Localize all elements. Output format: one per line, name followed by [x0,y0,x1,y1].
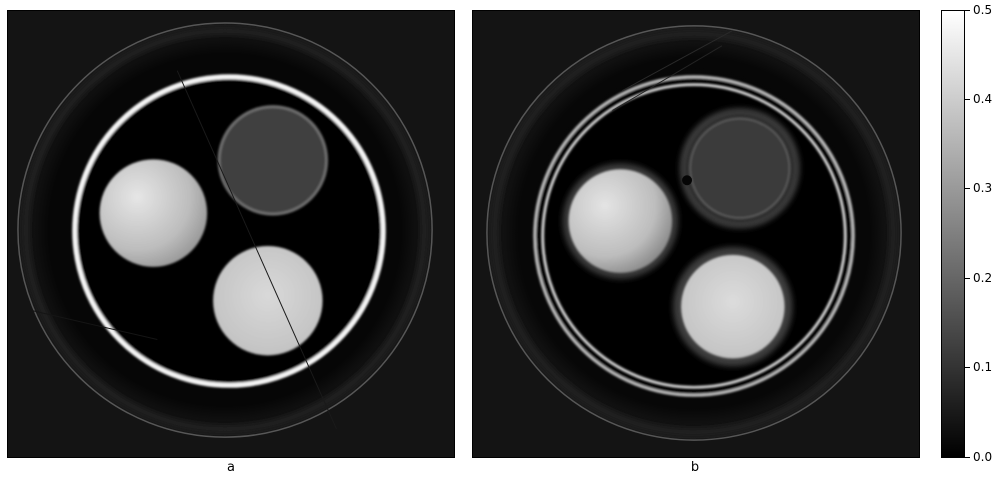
colorbar-tick [965,367,970,368]
colorbar-tick-label: 0.5 [973,4,992,16]
ct-image-panel-b [472,10,920,458]
panel-a-caption: a [211,460,251,475]
colorbar-tick-label: 0.0 [973,451,992,463]
colorbar [941,10,965,458]
colorbar-tick [965,99,970,100]
colorbar-tick [965,457,970,458]
ct-image-b [473,11,919,457]
colorbar-tick-label: 0.4 [973,93,992,105]
colorbar-tick-label: 0.1 [973,361,992,373]
panel-b-caption: b [675,460,715,475]
colorbar-tick [965,10,970,11]
colorbar-tick [965,188,970,189]
colorbar-tick [965,278,970,279]
ct-image-a [8,11,454,457]
colorbar-tick-label: 0.2 [973,272,992,284]
ct-image-panel-a [7,10,455,458]
colorbar-tick-label: 0.3 [973,182,992,194]
